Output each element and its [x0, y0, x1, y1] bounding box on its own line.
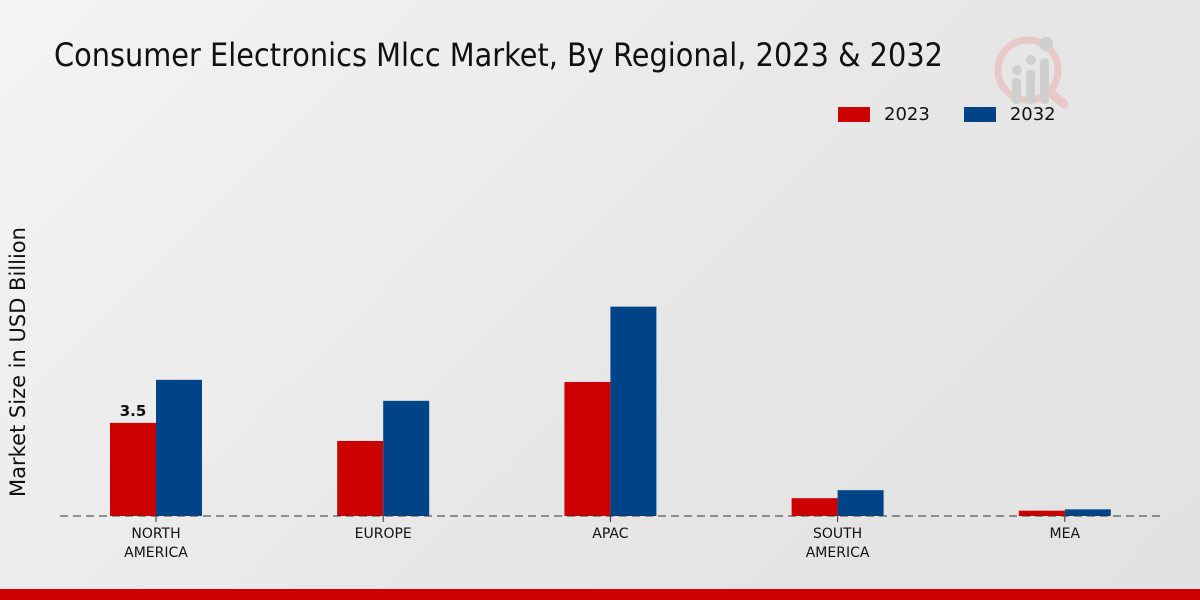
- legend-label-2032: 2032: [1009, 104, 1056, 125]
- bar-2023-0: [110, 422, 156, 516]
- bar-2032-3: [837, 490, 884, 516]
- x-tick-label: EUROPE: [355, 526, 412, 542]
- bar-2023-1: [337, 440, 384, 516]
- bar-2023-2: [564, 381, 611, 516]
- bar-2032-0: [156, 379, 202, 516]
- bar-2023-4: [1018, 510, 1065, 516]
- chart-title: Consumer Electronics Mlcc Market, By Reg…: [54, 36, 943, 74]
- x-tick-label: MEA: [1050, 526, 1081, 542]
- footer-bar: [0, 589, 1200, 600]
- bar-2032-1: [383, 400, 430, 516]
- x-tick-label: SOUTH AMERICA: [806, 526, 870, 561]
- bar-2032-4: [1064, 509, 1111, 516]
- bar-2023-3: [791, 498, 838, 516]
- x-tick-label: APAC: [592, 526, 628, 542]
- legend-swatch-2032: [963, 107, 996, 122]
- brand-logo-icon: [994, 36, 1069, 109]
- legend-item-2032: 2032: [963, 104, 1056, 125]
- x-tick-label: NORTH AMERICA: [124, 526, 188, 561]
- legend-label-2023: 2023: [884, 104, 930, 125]
- legend: 2023 2032: [838, 104, 1056, 125]
- bar-2032-2: [610, 306, 657, 516]
- legend-swatch-2023: [838, 107, 870, 122]
- legend-item-2023: 2023: [838, 104, 930, 125]
- data-label: 3.5: [120, 402, 147, 420]
